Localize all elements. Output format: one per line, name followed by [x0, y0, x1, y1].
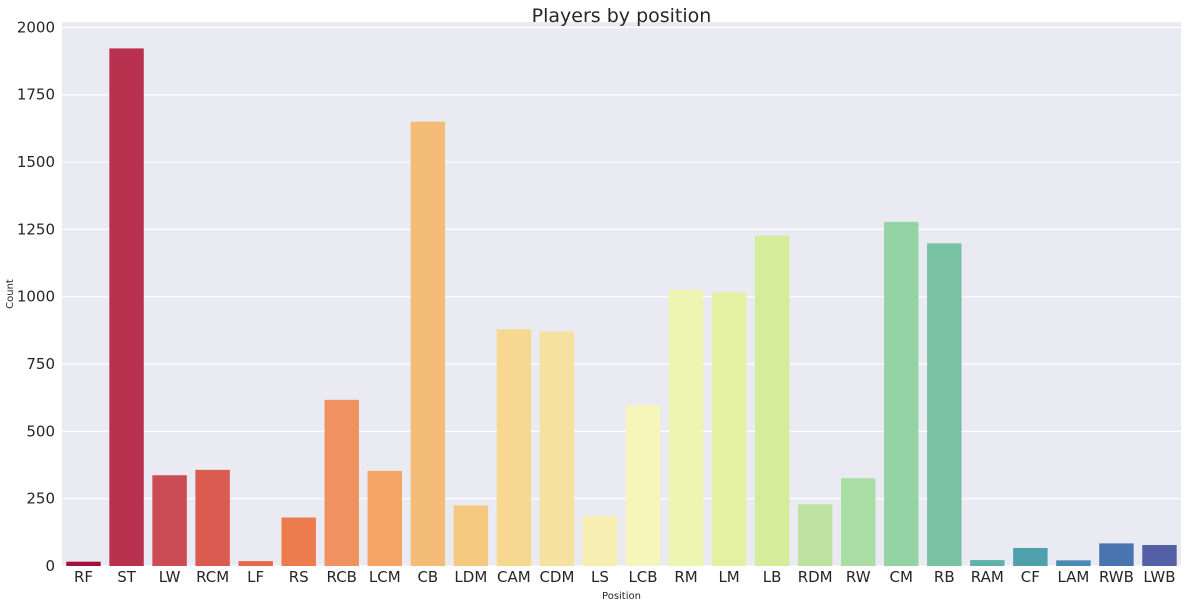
- bar-lcm: [367, 470, 403, 566]
- bar-rs: [281, 517, 316, 566]
- bar-ram: [970, 560, 1005, 566]
- bar-rf: [66, 561, 101, 566]
- bar-cb: [410, 121, 446, 567]
- x-tick-label: LCB: [628, 568, 657, 586]
- bar-rm: [668, 289, 704, 566]
- bar-rw: [840, 478, 876, 566]
- bars: [66, 48, 1177, 567]
- bar-ls: [582, 516, 618, 566]
- x-tick-label: RCB: [327, 568, 357, 586]
- x-tick-label: LS: [591, 568, 609, 586]
- y-tick-label: 1250: [17, 220, 55, 238]
- bar-st: [109, 48, 144, 566]
- x-tick-label: ST: [117, 568, 137, 586]
- x-tick-label: RS: [289, 568, 309, 586]
- x-tick-label: RB: [934, 568, 955, 586]
- x-tick-label: CDM: [539, 568, 574, 586]
- bar-lam: [1056, 560, 1091, 566]
- x-tick-label: LB: [763, 568, 782, 586]
- bar-cdm: [539, 331, 575, 566]
- x-tick-label: RM: [674, 568, 697, 586]
- bar-rcm: [195, 469, 230, 566]
- x-tick-label: RAM: [971, 568, 1004, 586]
- y-tick-label: 0: [45, 557, 55, 575]
- bar-rdm: [797, 504, 833, 566]
- plot-background: [62, 22, 1181, 566]
- y-tick-label: 500: [26, 422, 55, 440]
- x-tick-label: LAM: [1057, 568, 1089, 586]
- y-tick-label: 750: [26, 355, 55, 373]
- bar-lw: [152, 475, 187, 566]
- bar-cf: [1013, 547, 1048, 566]
- y-tick-label: 1500: [17, 153, 55, 171]
- chart-title: Players by position: [532, 5, 712, 27]
- y-axis-label: Count: [5, 279, 16, 309]
- x-tick-label: LM: [718, 568, 739, 586]
- y-tick-label: 1750: [17, 86, 55, 104]
- x-tick-label: LCM: [369, 568, 401, 586]
- bar-cm: [884, 221, 919, 566]
- x-tick-label: CB: [417, 568, 438, 586]
- x-tick-label: LW: [159, 568, 181, 586]
- bar-lm: [711, 292, 747, 566]
- x-tick-label: LWB: [1143, 568, 1175, 586]
- bar-ldm: [453, 505, 489, 566]
- y-tick-label: 2000: [17, 18, 55, 36]
- x-tick-label: LDM: [454, 568, 487, 586]
- x-tick-label: RW: [846, 568, 871, 586]
- bar-rcb: [324, 399, 359, 566]
- bar-lcb: [625, 404, 661, 566]
- x-tick-label: RCM: [196, 568, 229, 586]
- y-axis-ticks: 0 250 500 750 1000 1250 1500 1750 2000: [17, 18, 55, 575]
- bar-lb: [754, 235, 790, 566]
- bar-rwb: [1099, 543, 1134, 566]
- x-tick-label: RF: [74, 568, 93, 586]
- bar-lf: [238, 561, 273, 566]
- y-tick-label: 1000: [17, 288, 55, 306]
- y-tick-label: 250: [26, 490, 55, 508]
- bar-lwb: [1142, 544, 1177, 566]
- x-tick-label: CF: [1021, 568, 1040, 586]
- x-tick-label: CAM: [497, 568, 531, 586]
- x-tick-label: RDM: [798, 568, 833, 586]
- x-axis-ticks: RF ST LW RCM LF RS RCB LCM CB LDM CAM CDM LS LCB RM LM L…: [74, 568, 1176, 586]
- bar-rb: [927, 243, 962, 566]
- x-tick-label: RWB: [1099, 568, 1134, 586]
- x-tick-label: CM: [890, 568, 913, 586]
- bar-cam: [496, 329, 532, 566]
- x-axis-label: Position: [602, 591, 641, 602]
- x-tick-label: LF: [247, 568, 264, 586]
